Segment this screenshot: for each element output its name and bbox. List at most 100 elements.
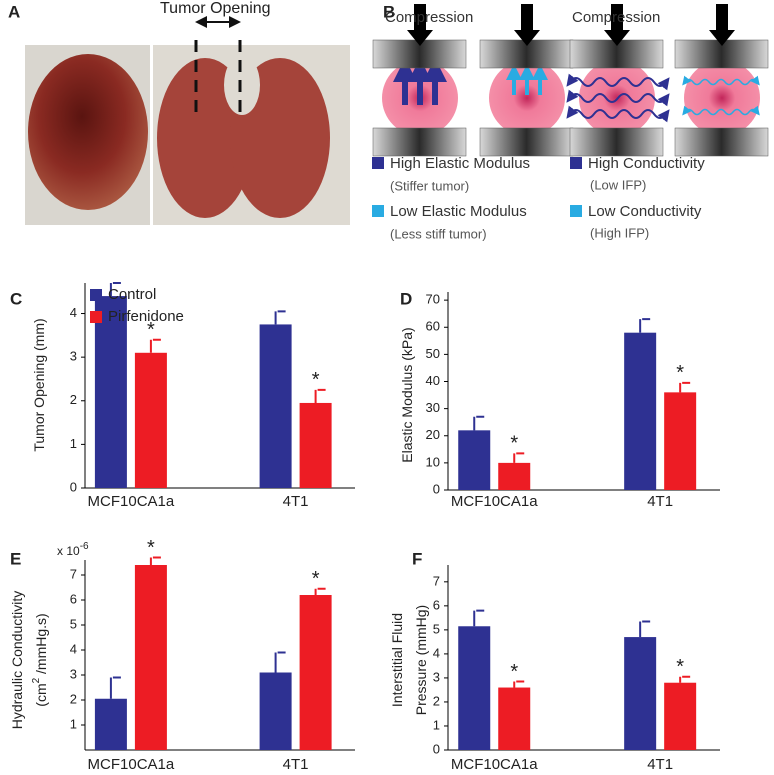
bar — [259, 324, 292, 488]
x-tick-label: MCF10CA1a — [451, 493, 538, 510]
error-bar — [513, 452, 525, 463]
bar — [458, 430, 491, 490]
y-axis-label-part: (cm — [33, 683, 49, 706]
y-tick-label: 70 — [426, 292, 440, 307]
bar — [134, 352, 167, 488]
panel-letter: D — [400, 289, 412, 308]
y-tick-label: 3 — [70, 349, 77, 364]
significance-marker: * — [312, 568, 320, 590]
axis-multiplier: x 10-6 — [57, 541, 89, 559]
y-tick-label: 5 — [70, 616, 77, 631]
panel-letter: B — [383, 2, 395, 21]
y-axis-label: Tumor Opening (mm) — [31, 318, 47, 451]
y-axis-label-part: Pressure (mmHg) — [413, 605, 429, 715]
photo-right — [153, 45, 350, 225]
legend-swatch — [372, 205, 384, 217]
bar — [299, 402, 332, 488]
y-axis-label: Interstitial Fluid — [389, 613, 405, 707]
x-tick-label: 4T1 — [647, 756, 673, 773]
error-bar — [109, 282, 121, 297]
bar — [134, 565, 167, 750]
compression-label: Compression — [385, 9, 473, 26]
legend-label: Control — [108, 286, 156, 303]
y-tick-label: 40 — [426, 373, 440, 388]
x-tick-label: 4T1 — [283, 493, 309, 510]
y-tick-label: 50 — [426, 346, 440, 361]
panel-letter: F — [412, 549, 422, 568]
y-tick-label: 2 — [70, 691, 77, 706]
annotation: Tumor Opening — [160, 0, 271, 17]
x-tick-label: 4T1 — [283, 756, 309, 773]
x-tick-label: 4T1 — [647, 493, 673, 510]
x-tick-label: MCF10CA1a — [88, 493, 175, 510]
error-bar — [149, 338, 161, 353]
legend-note: (High IFP) — [590, 225, 649, 240]
error-bar — [473, 415, 485, 431]
significance-marker: * — [676, 362, 684, 384]
legend-label: Pirfenidone — [108, 308, 184, 325]
y-tick-label: 6 — [433, 597, 440, 612]
significance-marker: * — [312, 369, 320, 391]
photo-left — [25, 45, 150, 225]
error-bar — [314, 587, 326, 595]
y-axis-label-part: Interstitial Fluid — [389, 613, 405, 707]
y-tick-label: 1 — [70, 716, 77, 731]
y-tick-label: 3 — [70, 666, 77, 681]
bar — [299, 595, 332, 750]
legend-note: (Stiffer tumor) — [390, 178, 469, 193]
y-axis-label-part: Elastic Modulus (kPa) — [399, 327, 415, 462]
error-bar — [679, 381, 691, 393]
legend-swatch — [570, 205, 582, 217]
y-tick-label: 7 — [70, 566, 77, 581]
bar — [664, 392, 697, 490]
error-bar — [639, 318, 651, 333]
axis-multiplier-base: x 10 — [57, 544, 80, 558]
bar — [94, 296, 127, 488]
legend-label: High Conductivity — [588, 155, 705, 172]
legend-label: High Elastic Modulus — [390, 155, 530, 172]
y-tick-label: 2 — [70, 392, 77, 407]
error-bar — [314, 388, 326, 403]
legend-note: (Low IFP) — [590, 177, 646, 192]
legend-label: Low Elastic Modulus — [390, 203, 527, 220]
y-axis-label-part: /mmHg.s) — [33, 613, 49, 678]
y-tick-label: 4 — [70, 641, 77, 656]
y-tick-label: 1 — [70, 436, 77, 451]
y-axis-label: (cm2 /mmHg.s) — [31, 613, 49, 706]
legend-swatch — [570, 157, 582, 169]
error-bar — [639, 620, 651, 638]
error-bar — [109, 676, 121, 699]
error-bar — [149, 556, 161, 565]
y-axis-label-sup: 2 — [31, 677, 42, 683]
error-bar — [679, 675, 691, 683]
bar — [259, 672, 292, 750]
bar — [624, 637, 657, 750]
bar — [458, 626, 491, 750]
y-axis-label: Elastic Modulus (kPa) — [399, 327, 415, 462]
y-tick-label: 3 — [433, 669, 440, 684]
y-axis-label: Pressure (mmHg) — [413, 605, 429, 715]
y-axis-label-part: Hydraulic Conductivity — [9, 591, 25, 730]
bar — [94, 698, 127, 750]
diagram — [372, 4, 769, 157]
y-tick-label: 30 — [426, 400, 440, 415]
legend-label: Low Conductivity — [588, 203, 702, 220]
y-tick-label: 0 — [70, 479, 77, 494]
y-tick-label: 4 — [70, 305, 77, 320]
y-tick-label: 0 — [433, 481, 440, 496]
error-bar — [274, 310, 286, 325]
y-tick-label: 0 — [433, 741, 440, 756]
error-bar — [513, 680, 525, 688]
bar — [498, 687, 531, 750]
error-bar — [274, 651, 286, 673]
bar — [664, 682, 697, 750]
significance-marker: * — [147, 319, 155, 341]
y-tick-label: 5 — [433, 621, 440, 636]
y-tick-label: 10 — [426, 454, 440, 469]
x-tick-label: MCF10CA1a — [451, 756, 538, 773]
y-tick-label: 1 — [433, 717, 440, 732]
legend-swatch — [372, 157, 384, 169]
y-tick-label: 60 — [426, 319, 440, 334]
significance-marker: * — [510, 661, 518, 683]
